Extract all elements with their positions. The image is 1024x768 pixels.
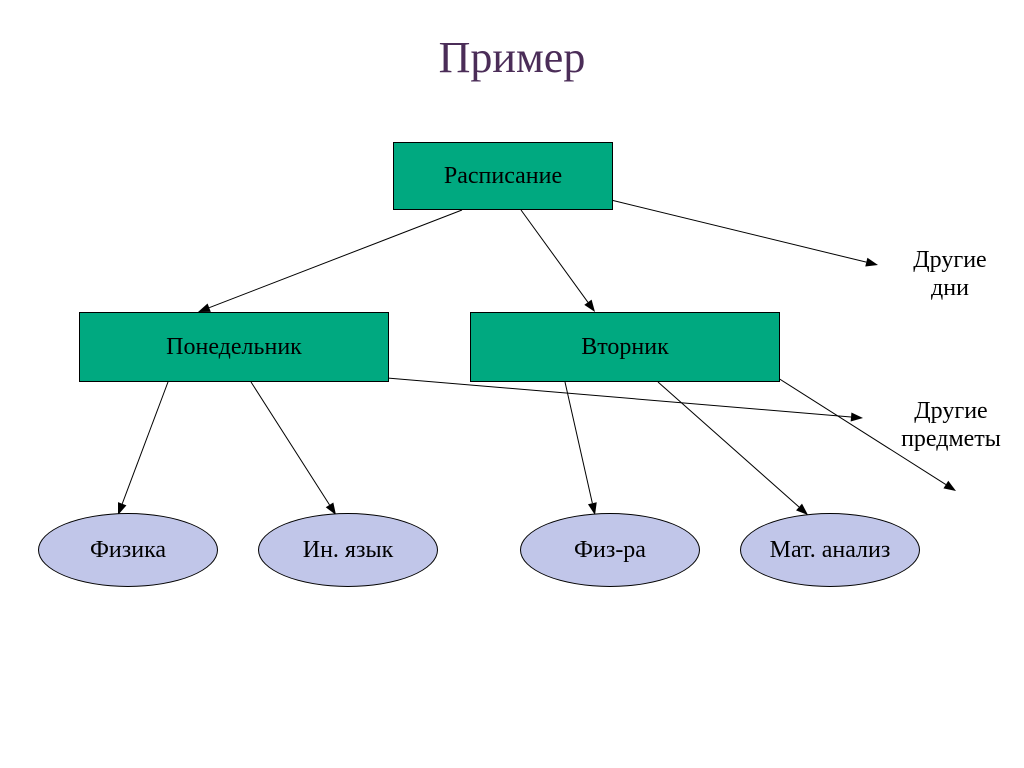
node-tuesday: Вторник: [470, 312, 780, 382]
node-language-label: Ин. язык: [303, 537, 393, 564]
node-physics: Физика: [38, 513, 218, 587]
diagram-title: Пример: [0, 32, 1024, 83]
label-other-days: Другиедни: [880, 247, 1020, 302]
node-tuesday-label: Вторник: [581, 334, 669, 361]
label-other-subjects: Другиепредметы: [866, 398, 1024, 453]
node-language: Ин. язык: [258, 513, 438, 587]
node-pe-label: Физ-ра: [574, 537, 646, 564]
diagram-canvas: Пример Расписание Понедельник Вторник Фи…: [0, 0, 1024, 768]
node-monday: Понедельник: [79, 312, 389, 382]
node-root: Расписание: [393, 142, 613, 210]
node-math: Мат. анализ: [740, 513, 920, 587]
node-physics-label: Физика: [90, 537, 166, 564]
node-pe: Физ-ра: [520, 513, 700, 587]
node-root-label: Расписание: [444, 163, 562, 190]
node-math-label: Мат. анализ: [770, 537, 891, 564]
node-monday-label: Понедельник: [166, 334, 302, 361]
edges-layer: [0, 0, 1024, 768]
